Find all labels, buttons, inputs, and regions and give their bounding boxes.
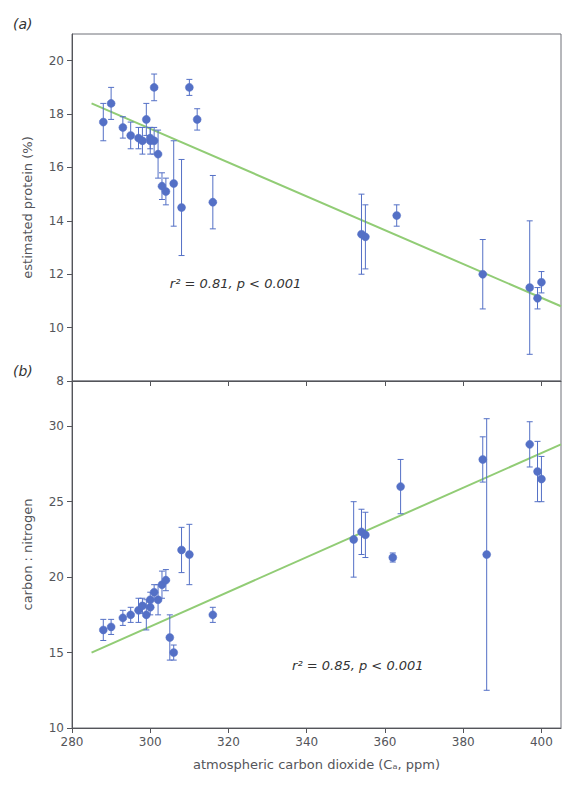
svg-text:320: 320: [217, 735, 240, 749]
svg-text:280: 280: [61, 735, 84, 749]
svg-text:400: 400: [530, 735, 553, 749]
svg-text:12: 12: [49, 267, 64, 281]
svg-text:r² = 0.81, p < 0.001: r² = 0.81, p < 0.001: [170, 276, 302, 291]
svg-text:atmospheric carbon dioxide (Cₐ: atmospheric carbon dioxide (Cₐ, ppm): [193, 757, 440, 772]
svg-text:10: 10: [49, 721, 64, 735]
svg-text:15: 15: [49, 646, 64, 660]
svg-text:300: 300: [139, 735, 162, 749]
svg-text:20: 20: [49, 570, 64, 584]
svg-text:340: 340: [295, 735, 318, 749]
svg-text:estimated protein (%): estimated protein (%): [20, 136, 35, 278]
svg-text:20: 20: [49, 54, 64, 68]
svg-text:380: 380: [452, 735, 475, 749]
svg-text:30: 30: [49, 419, 64, 433]
svg-text:18: 18: [49, 107, 64, 121]
svg-text:14: 14: [49, 214, 64, 228]
svg-text:25: 25: [49, 495, 64, 509]
svg-text:(a): (a): [13, 16, 33, 32]
svg-text:10: 10: [49, 321, 64, 335]
svg-text:carbon : nitrogen: carbon : nitrogen: [20, 499, 35, 611]
svg-text:(b): (b): [13, 363, 33, 379]
svg-text:r² = 0.85, p < 0.001: r² = 0.85, p < 0.001: [292, 658, 424, 673]
svg-text:360: 360: [374, 735, 397, 749]
svg-text:8: 8: [56, 374, 64, 388]
svg-text:16: 16: [49, 160, 64, 174]
